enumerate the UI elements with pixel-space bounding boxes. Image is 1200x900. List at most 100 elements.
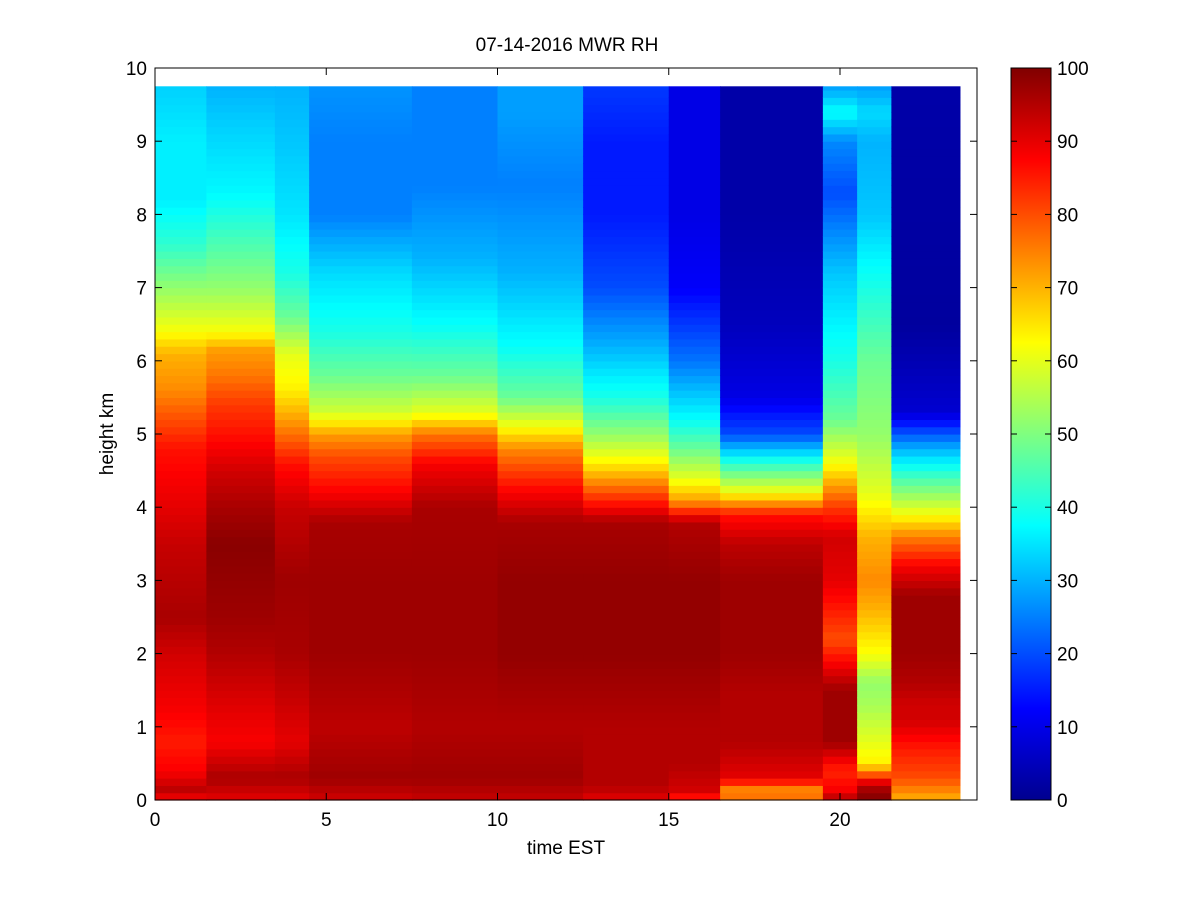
heatmap-cell (411, 785, 499, 794)
heatmap-cell (857, 602, 892, 611)
heatmap-cell (720, 346, 824, 355)
heatmap-cell (891, 404, 961, 413)
heatmap-cell (891, 163, 961, 172)
heatmap-cell (411, 419, 499, 428)
heatmap-cell (274, 543, 310, 552)
heatmap-cell (891, 485, 961, 494)
heatmap-cell (155, 646, 207, 655)
heatmap-cell (309, 712, 413, 721)
heatmap-cell (668, 185, 721, 194)
heatmap-cell (155, 529, 207, 538)
heatmap-cell (206, 360, 276, 369)
heatmap-cell (857, 302, 892, 311)
heatmap-cell (309, 426, 413, 435)
heatmap-cell (411, 748, 499, 757)
heatmap-cell (274, 287, 310, 296)
heatmap-cell (891, 455, 961, 464)
heatmap-cell (274, 624, 310, 633)
heatmap-cell (720, 675, 824, 684)
heatmap-cell (497, 624, 584, 633)
heatmap-cell (206, 382, 276, 391)
heatmap-cell (274, 316, 310, 325)
heatmap-cell (155, 455, 207, 464)
heatmap-cell (891, 426, 961, 435)
heatmap-cell (411, 426, 499, 435)
heatmap-cell (720, 748, 824, 757)
heatmap-cell (411, 573, 499, 581)
heatmap-cell (206, 251, 276, 259)
heatmap-cell (155, 207, 207, 215)
heatmap-cell (155, 382, 207, 391)
heatmap-cell (274, 741, 310, 750)
heatmap-cell (720, 177, 824, 186)
heatmap-cell (309, 668, 413, 677)
heatmap-cell (274, 551, 310, 560)
heatmap-cell (822, 704, 858, 713)
heatmap-cell (206, 338, 276, 347)
heatmap-cell (891, 89, 961, 98)
heatmap-cell (309, 133, 413, 142)
heatmap-cell (822, 360, 858, 369)
heatmap-cell (206, 207, 276, 215)
heatmap-cell (891, 133, 961, 142)
heatmap-cell (155, 682, 207, 691)
heatmap-cell (411, 485, 499, 494)
heatmap-cell (857, 763, 892, 772)
heatmap-cell (668, 155, 721, 164)
heatmap-cell (891, 514, 961, 523)
heatmap-cell (822, 646, 858, 655)
heatmap-cell (857, 682, 892, 691)
heatmap-cell (411, 741, 499, 750)
heatmap-cell (857, 353, 892, 362)
heatmap-cell (497, 448, 584, 457)
heatmap-cell (822, 170, 858, 179)
y-tick-label: 10 (126, 59, 147, 80)
heatmap-cell (857, 119, 892, 128)
heatmap-cell (720, 272, 824, 281)
heatmap-cell (155, 177, 207, 186)
heatmap-cell (155, 375, 207, 384)
heatmap-cell (720, 624, 824, 633)
heatmap-cell (857, 792, 892, 801)
heatmap-cell (155, 675, 207, 684)
heatmap-cell (274, 704, 310, 713)
heatmap-cell (411, 470, 499, 479)
heatmap-cell (411, 704, 499, 713)
heatmap-cell (822, 141, 858, 150)
heatmap-cell (891, 763, 961, 772)
heatmap-cell (155, 390, 207, 398)
heatmap-cell (668, 236, 721, 245)
heatmap-cell (309, 719, 413, 728)
heatmap-cell (497, 580, 584, 589)
heatmap-cell (497, 434, 584, 442)
heatmap-cell (411, 587, 499, 596)
y-axis-ticks: 0 1 2 3 4 5 6 7 8 9 10 (126, 59, 977, 812)
heatmap-cell (583, 272, 670, 281)
heatmap-cell (155, 792, 207, 801)
heatmap-cell (206, 499, 276, 508)
heatmap-cell (822, 229, 858, 237)
heatmap-cell (274, 756, 310, 764)
heatmap-cell (155, 111, 207, 120)
heatmap-cell (155, 404, 207, 413)
heatmap-cell (891, 185, 961, 194)
heatmap-cell (411, 265, 499, 274)
heatmap-cell (155, 434, 207, 442)
heatmap-cell (155, 470, 207, 479)
heatmap-cell (497, 499, 584, 508)
heatmap-cell (720, 302, 824, 311)
heatmap-cell (583, 390, 670, 398)
heatmap-cell (668, 704, 721, 713)
heatmap-cell (206, 602, 276, 611)
heatmap-cell (891, 660, 961, 669)
heatmap-cell (822, 133, 858, 142)
heatmap-cell (583, 734, 670, 743)
heatmap-cell (891, 741, 961, 750)
heatmap-cell (206, 573, 276, 581)
heatmap-cell (857, 214, 892, 223)
heatmap-cell (497, 748, 584, 757)
heatmap-cell (497, 207, 584, 215)
heatmap-cell (583, 675, 670, 684)
heatmap-cell (309, 331, 413, 340)
colorbar-tick-label: 10 (1057, 718, 1078, 739)
